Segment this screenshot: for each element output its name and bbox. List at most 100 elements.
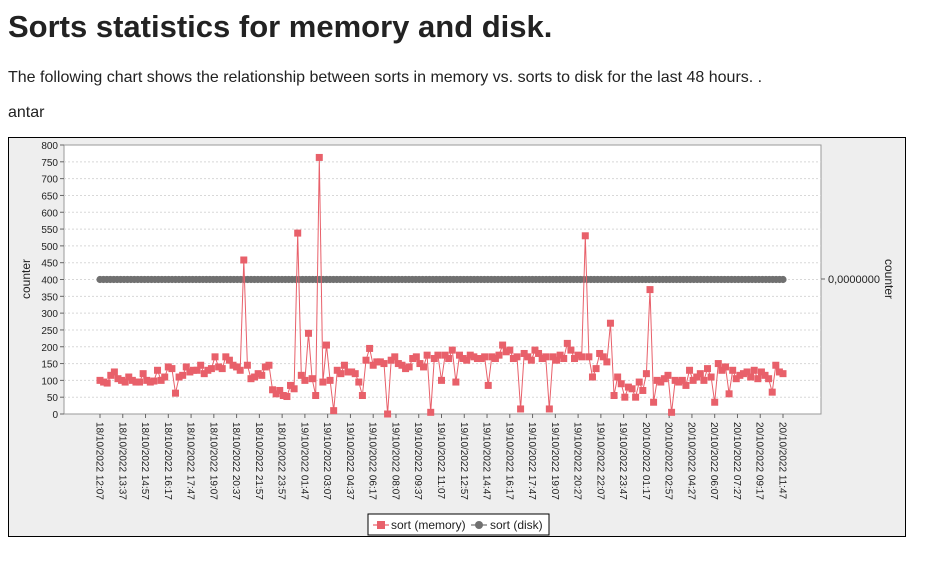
x-tick-label: 19/10/2022 22:07 xyxy=(594,422,605,500)
x-tick-label: 19/10/2022 17:47 xyxy=(526,422,537,500)
memory-point xyxy=(182,363,190,371)
memory-point xyxy=(304,329,312,337)
x-tick-label: 18/10/2022 17:47 xyxy=(185,422,196,500)
memory-point xyxy=(689,376,697,384)
memory-point xyxy=(506,346,514,354)
memory-point xyxy=(704,365,712,373)
memory-point xyxy=(114,375,122,383)
memory-point xyxy=(642,370,650,378)
y-axis-ticks: 0 50 100 150 200 250 300 350 400 450 500 550 600 650 7… xyxy=(41,141,64,421)
memory-point xyxy=(283,393,291,401)
memory-point xyxy=(340,361,348,369)
memory-point xyxy=(423,351,431,359)
legend-disk-label: sort (disk) xyxy=(490,518,543,532)
memory-point xyxy=(362,356,370,364)
memory-point xyxy=(531,346,539,354)
memory-point xyxy=(276,386,284,394)
x-tick-label: 20/10/2022 09:17 xyxy=(754,422,765,500)
memory-point xyxy=(592,365,600,373)
memory-point xyxy=(585,353,593,361)
memory-point xyxy=(186,368,194,376)
memory-point xyxy=(556,351,564,359)
memory-point xyxy=(606,319,614,327)
memory-point xyxy=(686,366,694,374)
y-tick-label: 450 xyxy=(41,259,58,270)
memory-point xyxy=(473,355,481,363)
memory-point xyxy=(297,371,305,379)
memory-point xyxy=(427,408,435,416)
memory-point xyxy=(125,373,133,381)
memory-point xyxy=(229,361,237,369)
memory-point xyxy=(632,393,640,401)
y-tick-label: 550 xyxy=(41,225,58,236)
memory-point xyxy=(412,353,420,361)
y-tick-label: 50 xyxy=(47,393,59,404)
memory-point xyxy=(520,349,528,357)
memory-point xyxy=(434,351,442,359)
memory-point xyxy=(754,375,762,383)
memory-point xyxy=(258,371,266,379)
memory-point xyxy=(624,383,632,391)
memory-point xyxy=(319,378,327,386)
memory-point xyxy=(603,358,611,366)
memory-point xyxy=(664,371,672,379)
memory-point xyxy=(161,373,169,381)
sorts-chart: 0 50 100 150 200 250 300 350 400 450 500 550 600 650 7… xyxy=(19,141,896,536)
page-title: Sorts statistics for memory and disk. xyxy=(8,9,553,44)
memory-point xyxy=(775,368,783,376)
memory-point xyxy=(333,366,341,374)
memory-point xyxy=(750,366,758,374)
memory-point xyxy=(215,363,223,371)
x-tick-label: 20/10/2022 04:27 xyxy=(685,422,696,500)
memory-point xyxy=(200,370,208,378)
legend-disk-marker xyxy=(475,521,483,529)
memory-point xyxy=(596,349,604,357)
memory-point xyxy=(416,360,424,368)
memory-point xyxy=(657,378,665,386)
memory-point xyxy=(768,388,776,396)
legend-memory-label: sort (memory) xyxy=(391,518,466,532)
memory-point xyxy=(294,229,302,237)
memory-point xyxy=(139,370,147,378)
memory-point xyxy=(509,355,517,363)
y2-tick-label: 0,0000000 xyxy=(828,274,880,286)
memory-point xyxy=(380,360,388,368)
memory-point xyxy=(197,361,205,369)
memory-point xyxy=(711,398,719,406)
memory-point xyxy=(765,375,773,383)
memory-point xyxy=(696,370,704,378)
x-axis-ticks: 18/10/2022 12:07 18/10/2022 13:37 18/10/20… xyxy=(94,414,788,500)
memory-point xyxy=(326,376,334,384)
memory-point xyxy=(610,392,618,400)
memory-point xyxy=(430,355,438,363)
y-tick-label: 0 xyxy=(52,410,58,421)
memory-point xyxy=(599,353,607,361)
memory-point xyxy=(700,376,708,384)
memory-point xyxy=(254,370,262,378)
series-memory xyxy=(96,153,787,418)
disk-point xyxy=(779,275,787,284)
memory-point xyxy=(452,378,460,386)
memory-point xyxy=(545,405,553,413)
x-tick-label: 19/10/2022 08:07 xyxy=(389,422,400,500)
legend: sort (memory) sort (disk) xyxy=(367,513,550,536)
y-tick-label: 650 xyxy=(41,191,58,202)
legend-memory-marker xyxy=(377,521,385,529)
memory-point xyxy=(628,385,636,393)
memory-point xyxy=(484,381,492,389)
memory-point xyxy=(732,375,740,383)
memory-point xyxy=(639,386,647,394)
memory-point xyxy=(571,355,579,363)
memory-point xyxy=(481,353,489,361)
memory-point xyxy=(376,358,384,366)
memory-point xyxy=(204,366,212,374)
y2-axis-label: counter xyxy=(882,259,896,299)
x-tick-label: 19/10/2022 14:47 xyxy=(481,422,492,500)
memory-point xyxy=(660,375,668,383)
x-tick-label: 19/10/2022 12:57 xyxy=(458,422,469,500)
memory-point xyxy=(646,286,654,294)
memory-point xyxy=(693,373,701,381)
memory-point xyxy=(265,361,273,369)
memory-point xyxy=(588,373,596,381)
x-tick-label: 18/10/2022 21:57 xyxy=(253,422,264,500)
